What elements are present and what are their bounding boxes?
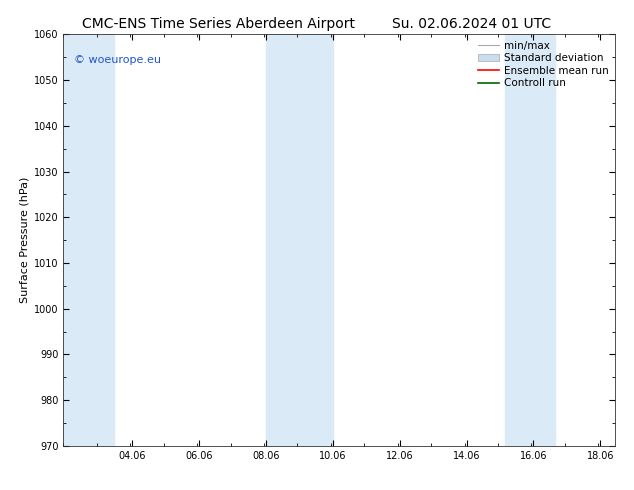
Text: © woeurope.eu: © woeurope.eu (74, 55, 162, 65)
Legend: min/max, Standard deviation, Ensemble mean run, Controll run: min/max, Standard deviation, Ensemble me… (474, 36, 613, 93)
Bar (266, 34, 333, 446)
Bar (63, 34, 113, 446)
Y-axis label: Surface Pressure (hPa): Surface Pressure (hPa) (20, 177, 30, 303)
Bar (505, 34, 555, 446)
Text: CMC-ENS Time Series Aberdeen Airport: CMC-ENS Time Series Aberdeen Airport (82, 17, 356, 31)
Text: Su. 02.06.2024 01 UTC: Su. 02.06.2024 01 UTC (392, 17, 552, 31)
